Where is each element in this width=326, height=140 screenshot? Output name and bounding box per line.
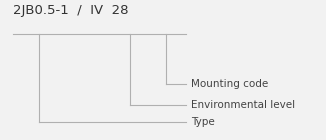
Text: Type: Type (191, 117, 215, 127)
Text: 2JB0.5-1  /  IV  28: 2JB0.5-1 / IV 28 (13, 4, 128, 17)
Text: Mounting code: Mounting code (191, 79, 268, 89)
Text: Environmental level: Environmental level (191, 100, 295, 110)
